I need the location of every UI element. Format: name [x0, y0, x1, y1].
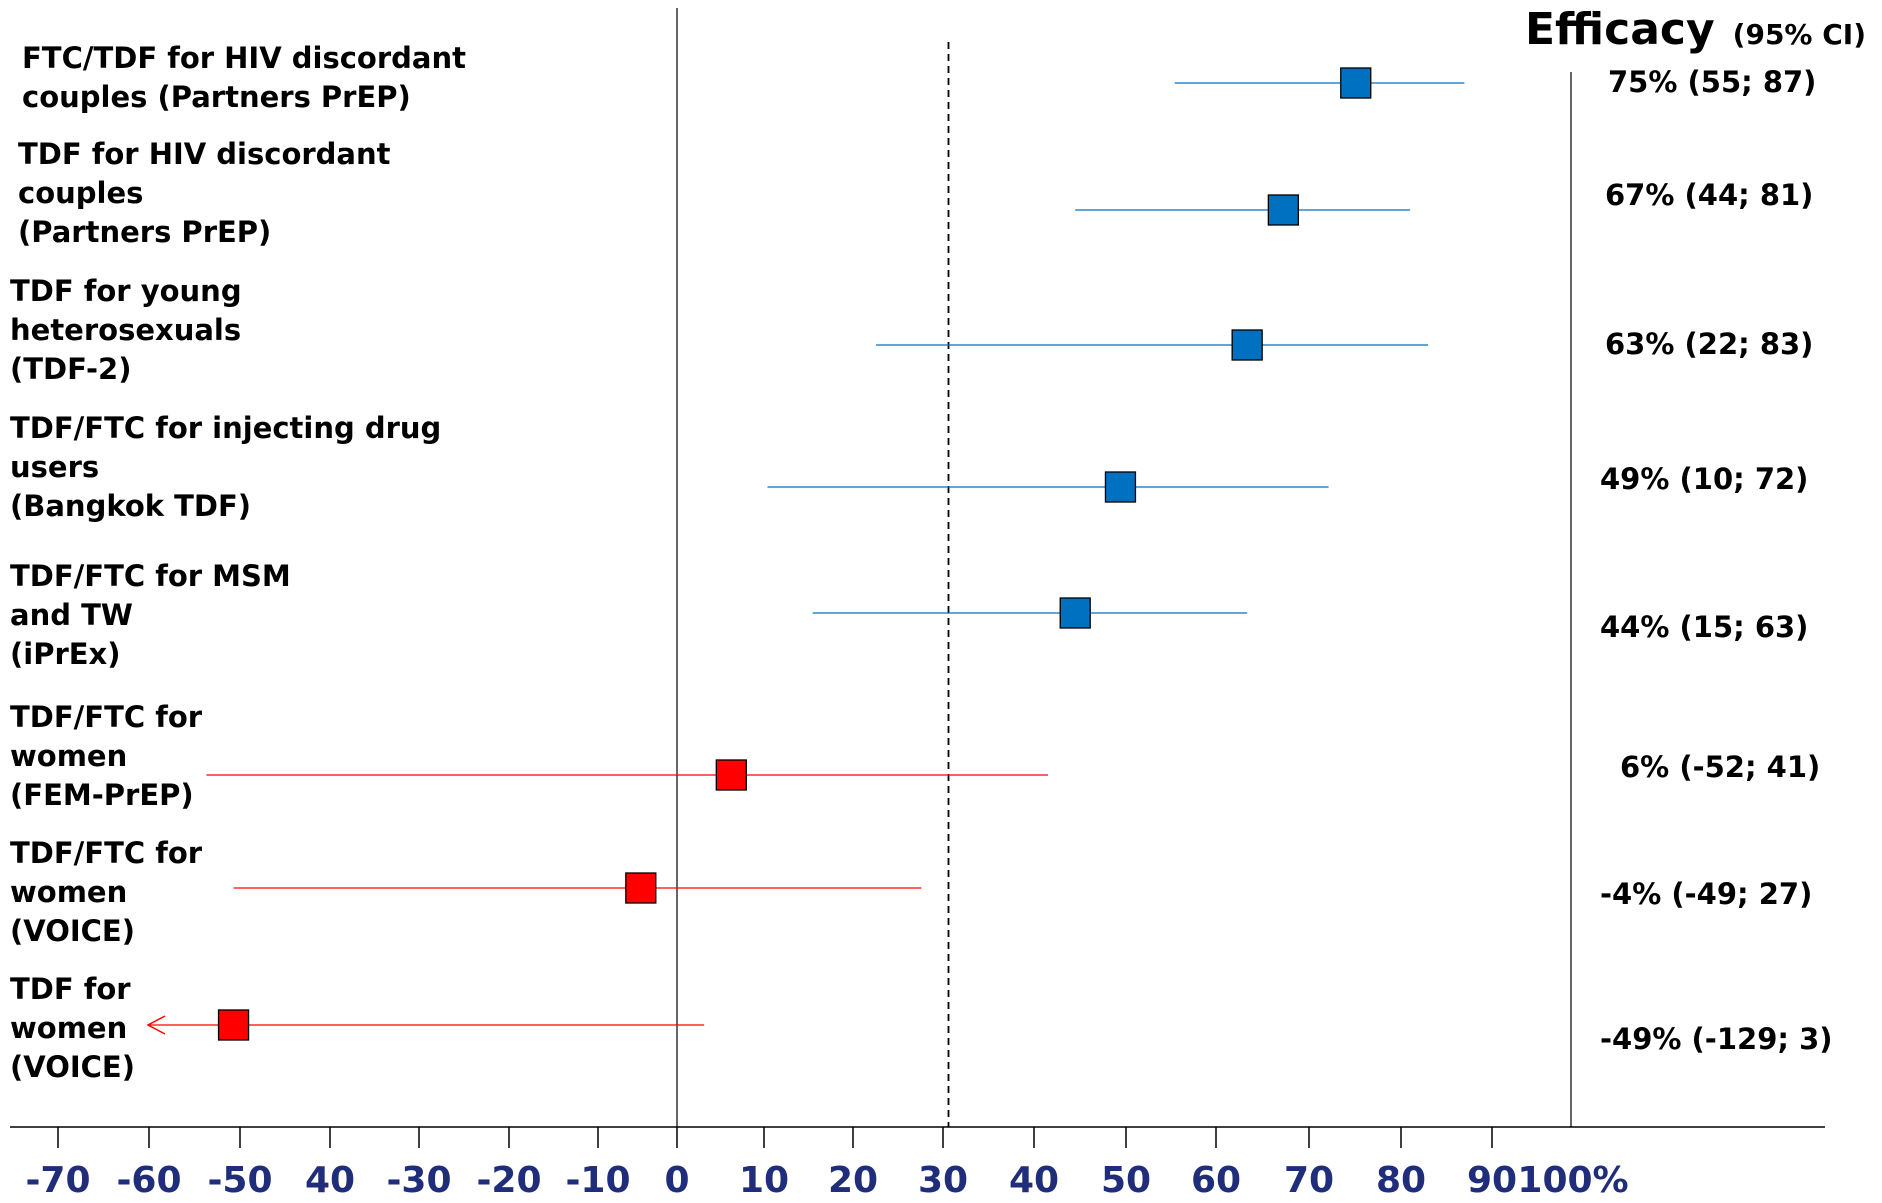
- efficacy-value: 63% (22; 83): [1605, 327, 1813, 361]
- x-tick-label: 50: [1101, 1160, 1151, 1201]
- study-label-line: (VOICE): [10, 1050, 135, 1084]
- x-tick-label: 40: [305, 1160, 355, 1201]
- study-label-line: TDF/FTC for: [10, 700, 203, 734]
- study-label-line: TDF for: [10, 972, 131, 1006]
- study-label-line: users: [10, 450, 99, 484]
- point-estimate: [1340, 67, 1372, 99]
- study-label-line: TDF/FTC for MSM: [10, 559, 291, 593]
- study-label-line: (Partners PrEP): [18, 215, 271, 249]
- x-tick-label: 40: [1009, 1160, 1059, 1201]
- efficacy-header: Efficacy (95% CI): [1525, 4, 1866, 55]
- study-label-line: (Bangkok TDF): [10, 489, 251, 523]
- study-label: TDF/FTC for women (FEM-PrEP): [10, 700, 203, 812]
- study-row: TDF/FTC for MSM and TW (iPrEx) 44% (15; 63): [10, 559, 1808, 671]
- x-tick-label: -10: [565, 1160, 630, 1201]
- study-label-line: couples: [18, 176, 143, 210]
- study-row: TDF for HIV discordant couples (Partners P…: [18, 137, 1813, 249]
- efficacy-value: 67% (44; 81): [1605, 178, 1813, 212]
- point-estimate: [715, 759, 747, 791]
- study-label-line: (iPrEx): [10, 637, 121, 671]
- study-label: TDF/FTC for injecting drug users (Bangkok …: [10, 411, 441, 523]
- study-label-line: heterosexuals: [10, 313, 241, 347]
- study-label: TDF for young heterosexuals (TDF-2): [10, 274, 242, 386]
- study-label: TDF for women (VOICE): [10, 972, 135, 1084]
- study-label: TDF/FTC for MSM and TW (iPrEx): [10, 559, 291, 671]
- x-tick-label: -60: [116, 1160, 181, 1201]
- x-tick-label: 100%: [1517, 1160, 1628, 1201]
- study-row: TDF for women (VOICE) -49% (-129; 3): [10, 972, 1833, 1084]
- study-row: FTC/TDF for HIV discordant couples (Partn…: [22, 41, 1816, 114]
- study-label: TDF for HIV discordant couples (Partners P…: [18, 137, 391, 249]
- point-estimate: [217, 1009, 250, 1041]
- x-tick-label: 60: [1191, 1160, 1241, 1201]
- efficacy-value: -49% (-129; 3): [1600, 1022, 1833, 1056]
- x-tick-label: 0: [664, 1160, 689, 1201]
- study-label-line: women: [10, 739, 127, 773]
- point-estimate: [625, 872, 657, 904]
- study-label-line: FTC/TDF for HIV discordant: [22, 41, 466, 75]
- point-estimate: [1059, 597, 1091, 629]
- study-label-line: TDF for HIV discordant: [18, 137, 391, 171]
- study-label-line: TDF/FTC for injecting drug: [10, 411, 441, 445]
- study-row: TDF/FTC for women (FEM-PrEP) 6% (-52; 41): [10, 700, 1820, 812]
- point-estimate: [1104, 471, 1137, 503]
- study-label-line: and TW: [10, 598, 133, 632]
- efficacy-value: 49% (10; 72): [1600, 462, 1808, 496]
- study-label-line: TDF/FTC for: [10, 836, 203, 870]
- study-row: TDF/FTC for injecting drug users (Bangkok …: [10, 411, 1808, 523]
- study-rows: FTC/TDF for HIV discordant couples (Partn…: [10, 41, 1833, 1084]
- x-tick-label: 80: [1376, 1160, 1426, 1201]
- study-row: TDF for young heterosexuals (TDF-2) 63% (22…: [10, 274, 1813, 386]
- efficacy-header-sub: (95% CI): [1733, 18, 1866, 51]
- x-tick-label: 10: [739, 1160, 789, 1201]
- study-label-line: women: [10, 875, 127, 909]
- x-tick-label: -50: [207, 1160, 272, 1201]
- point-estimate: [1231, 329, 1263, 361]
- study-row: TDF/FTC for women (VOICE) -4% (-49; 27): [10, 836, 1812, 948]
- efficacy-value: -4% (-49; 27): [1600, 877, 1812, 911]
- ci-truncation-arrow: [146, 1015, 166, 1035]
- study-label-line: (TDF-2): [10, 352, 132, 386]
- study-label-line: TDF for young: [10, 274, 242, 308]
- study-label-line: women: [10, 1011, 127, 1045]
- x-tick-label: -70: [25, 1160, 90, 1201]
- x-tick-label: -30: [386, 1160, 451, 1201]
- efficacy-value: 44% (15; 63): [1600, 610, 1808, 644]
- efficacy-value: 6% (-52; 41): [1620, 750, 1820, 784]
- x-tick-label: 90: [1467, 1160, 1517, 1201]
- study-label: FTC/TDF for HIV discordant couples (Partn…: [22, 41, 466, 114]
- study-label-line: couples (Partners PrEP): [22, 80, 411, 114]
- x-tick-label: 30: [918, 1160, 968, 1201]
- x-tick-label: 20: [828, 1160, 878, 1201]
- x-tick-label: 70: [1284, 1160, 1334, 1201]
- x-tick-label: -20: [476, 1160, 541, 1201]
- efficacy-value: 75% (55; 87): [1608, 65, 1816, 99]
- x-ticks: -70 -60 -50 40 -30 -20 -10 0 10 20 30 40 50 60 70 80 90 1…: [25, 1127, 1629, 1201]
- study-label: TDF/FTC for women (VOICE): [10, 836, 203, 948]
- study-label-line: (VOICE): [10, 914, 135, 948]
- efficacy-header-main: Efficacy: [1525, 4, 1715, 55]
- point-estimate: [1267, 194, 1299, 226]
- study-label-line: (FEM-PrEP): [10, 778, 194, 812]
